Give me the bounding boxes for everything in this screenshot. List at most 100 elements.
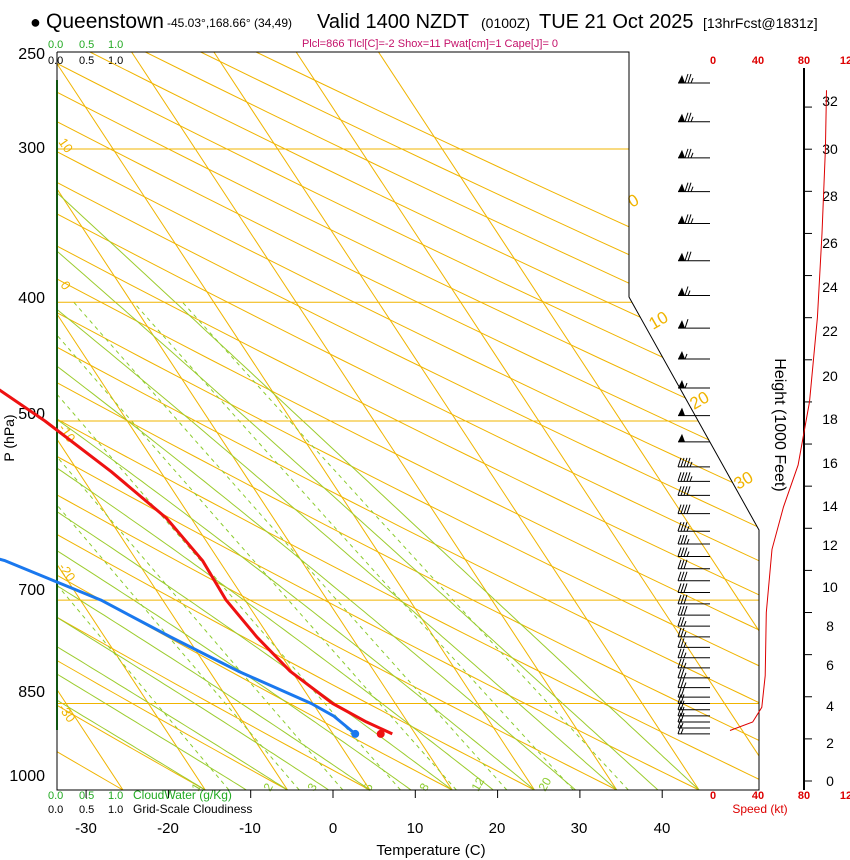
dry-adiabat-line <box>57 52 206 790</box>
x-tick-m30: -30 <box>75 820 97 837</box>
top-water-tick-0: 0.0 <box>48 39 63 51</box>
speed-bottom-80: 80 <box>798 790 810 802</box>
height-tick-20: 20 <box>822 368 838 384</box>
pressure-label-850: 850 <box>18 684 45 701</box>
dry-adiabat-line <box>57 52 759 790</box>
wind-barb <box>677 712 710 723</box>
title-valid: Valid 1400 NZDT <box>317 11 469 33</box>
height-tick-12: 12 <box>822 537 838 553</box>
dry-adiabat-line <box>57 52 288 790</box>
x-tick-m10: -10 <box>239 820 261 837</box>
wind-barb <box>678 73 710 84</box>
height-tick-10: 10 <box>822 579 838 595</box>
top-cloudiness-tick-1: 0.5 <box>79 55 94 67</box>
moist-adiabat-line <box>57 52 618 790</box>
speed-bottom-0: 0 <box>710 790 716 802</box>
wind-barb <box>677 534 710 545</box>
dry-adiabat-line <box>57 52 453 790</box>
bottom-water-tick-0: 0.0 <box>48 790 63 802</box>
wind-barb <box>677 616 710 627</box>
height-tick-30: 30 <box>822 141 838 157</box>
speed-top-120: 12 <box>840 55 850 67</box>
pressure-label-500: 500 <box>18 406 45 423</box>
title-location: Queenstown <box>46 10 164 33</box>
height-axis-title: Height (1000 Feet) <box>771 358 788 491</box>
speed-axis-title: Speed (kt) <box>732 802 787 816</box>
theta-label-10: 10 <box>646 308 672 334</box>
moist-adiabat-line <box>57 52 288 790</box>
dry-adiabat-line <box>57 52 759 790</box>
dewpoint-surface-marker <box>351 729 360 738</box>
temperature-profile-line <box>0 388 393 736</box>
x-tick-20: 20 <box>489 820 506 837</box>
title-bullet: ● <box>30 12 41 32</box>
mixing-ratio-line <box>73 301 508 790</box>
wind-barb <box>677 605 710 616</box>
sounding-profiles <box>0 388 393 738</box>
wind-barb <box>677 694 710 704</box>
moist-adiabat-line <box>57 52 659 790</box>
moist-adiabat-line <box>57 52 576 790</box>
height-tick-26: 26 <box>822 235 838 251</box>
wind-barb <box>677 472 710 482</box>
mixing-ratio-line <box>57 301 401 790</box>
theta-label-0: 0 <box>625 190 643 211</box>
height-tick-22: 22 <box>822 323 838 339</box>
height-tick-32: 32 <box>822 93 838 109</box>
dry-adiabat-line <box>57 52 618 790</box>
mixing-label-20: 20 <box>535 775 554 794</box>
height-tick-0: 0 <box>826 773 834 789</box>
wind-barb <box>677 700 710 711</box>
top-cloudiness-tick-2: 1.0 <box>108 55 123 67</box>
wind-barb <box>678 251 710 262</box>
moist-adiabat-line <box>57 52 247 790</box>
top-cloudiness-tick-0: 0.0 <box>48 55 63 67</box>
dry-adiabat-line <box>57 52 759 790</box>
height-tick-2: 2 <box>826 735 834 751</box>
moist-adiabat-line <box>57 52 494 790</box>
wind-barb <box>678 407 710 417</box>
temperature-surface-marker <box>376 729 385 738</box>
top-water-tick-2: 1.0 <box>108 39 123 51</box>
x-tick-m20: -20 <box>157 820 179 837</box>
x-tick-40: 40 <box>654 820 671 837</box>
top-cloud-scale: 0.0 0.5 1.0 0.0 0.5 1.0 <box>48 39 123 67</box>
wind-barb <box>677 547 710 558</box>
bottom-water-tick-2: 1.0 <box>108 790 123 802</box>
isotherm-line <box>57 52 206 790</box>
wind-barb <box>678 350 710 360</box>
pressure-label-300: 300 <box>18 140 45 157</box>
wind-barb <box>678 148 710 159</box>
height-tick-4: 4 <box>826 698 834 714</box>
isotherm-line <box>57 52 288 790</box>
wind-barb <box>677 486 710 496</box>
dry-adiabat-line <box>57 52 700 790</box>
theta-label-30: 30 <box>731 468 757 494</box>
moist-adiabat-line <box>57 52 371 790</box>
mixing-label-12: 12 <box>468 775 487 794</box>
background-grid <box>56 51 760 798</box>
wind-barb <box>677 457 710 468</box>
height-tick-6: 6 <box>826 657 834 673</box>
speed-top-80: 80 <box>798 55 810 67</box>
wind-barb <box>677 688 710 698</box>
dewpoint-profile-line <box>0 557 357 736</box>
height-tick-14: 14 <box>822 498 838 514</box>
y-axis-title: P (hPa) <box>1 414 17 461</box>
wind-barb <box>677 724 710 735</box>
dry-adiabat-line <box>57 52 759 790</box>
title-coords: -45.03°,168.66° (34,49) <box>167 16 292 30</box>
wind-speed-height-curve <box>729 90 827 731</box>
speed-top-40: 40 <box>752 55 764 67</box>
moist-adiabat-line <box>57 52 535 790</box>
dry-adiabat-line <box>57 52 759 790</box>
dry-adiabat-line <box>57 52 759 790</box>
height-tick-18: 18 <box>822 411 838 427</box>
dry-adiabat-line <box>57 52 759 790</box>
isotherm-label-10: 10 <box>56 135 77 155</box>
bottom-cloudiness-tick-1: 0.5 <box>79 804 94 816</box>
height-tick-28: 28 <box>822 188 838 204</box>
dry-adiabat-line <box>57 52 759 790</box>
x-tick-0: 0 <box>329 820 337 837</box>
